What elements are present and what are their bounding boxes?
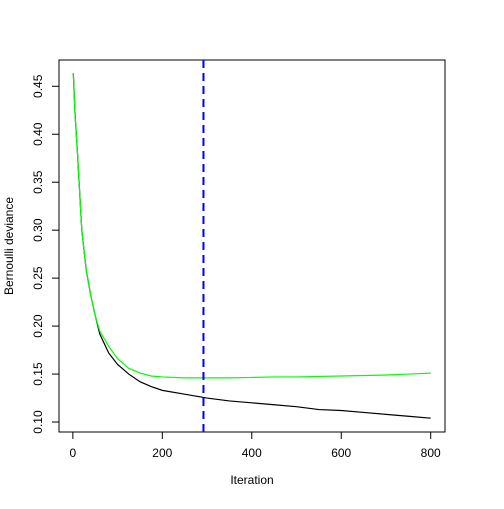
x-tick-label: 200 (152, 446, 172, 460)
x-tick-label: 0 (70, 446, 77, 460)
y-tick-label: 0.30 (31, 218, 45, 242)
x-tick-label: 600 (331, 446, 351, 460)
x-tick-label: 400 (242, 446, 262, 460)
series-line (72, 73, 431, 379)
y-tick-label: 0.40 (31, 122, 45, 146)
x-tick-label: 800 (421, 446, 441, 460)
y-tick-label: 0.10 (31, 410, 45, 434)
plot-box (58, 59, 446, 433)
y-tick-label: 0.15 (31, 362, 45, 386)
y-tick-label: 0.20 (31, 314, 45, 338)
x-axis-label: Iteration (230, 473, 273, 487)
y-tick-label: 0.35 (31, 170, 45, 194)
y-axis-label: Bernoulli deviance (2, 197, 16, 295)
y-tick-label: 0.25 (31, 266, 45, 290)
y-tick-label: 0.45 (31, 74, 45, 98)
